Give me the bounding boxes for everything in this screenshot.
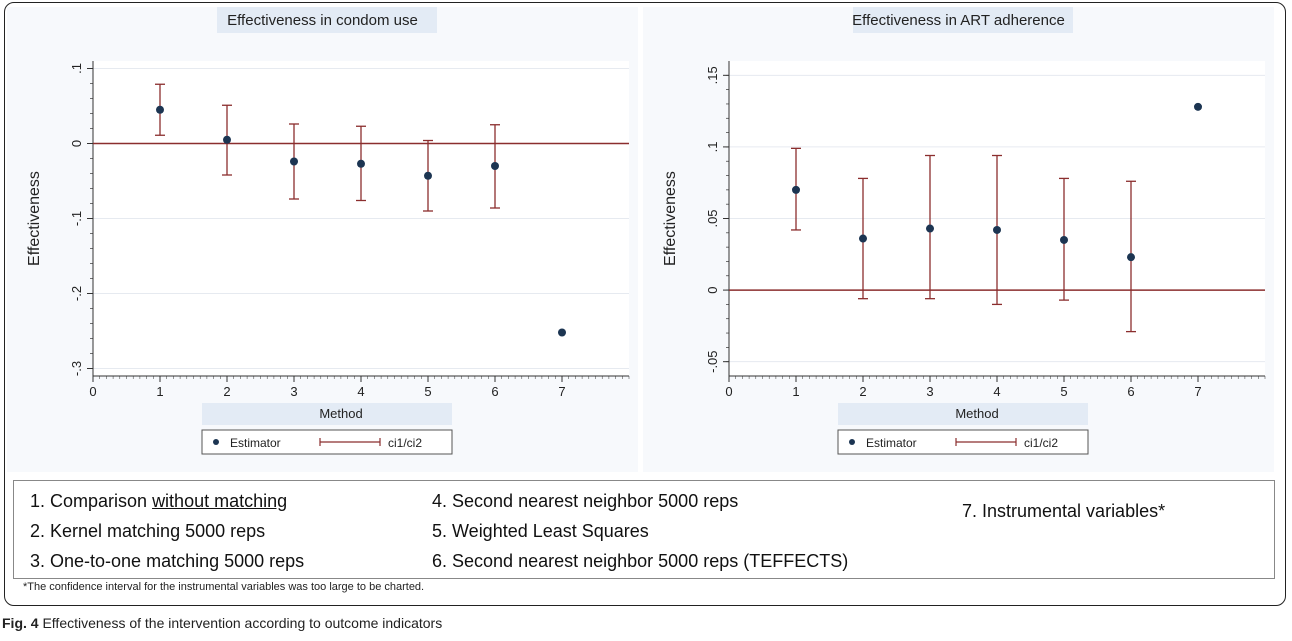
legend-estimator-marker [213,439,219,445]
x-tick-label: 7 [1194,384,1201,399]
y-tick-label: 0 [705,286,720,293]
y-tick-label: .15 [705,66,720,84]
x-tick-label: 4 [357,384,364,399]
method-item-5: 5. Weighted Least Squares [432,521,649,541]
y-tick-label: -.05 [705,350,720,372]
y-tick-label: -.1 [69,211,84,226]
chart-svg: Effectiveness in ART adherence -.05 0 .05 .1… [643,7,1274,472]
caption-label: Fig. 4 [2,615,39,631]
estimator-point [792,185,800,194]
estimator-point [558,328,566,337]
title-band [853,7,1073,33]
x-axis-label: Method [955,406,998,421]
legend-ci-label: ci1/ci2 [388,436,422,450]
x-tick-label: 3 [290,384,297,399]
estimator-point [357,159,365,168]
y-axis-label: Effectiveness [26,171,43,266]
method-item-2: 2. Kernel matching 5000 reps [30,521,266,541]
chart-svg: Effectiveness in condom use -.3 -.2 -.1 0 .1 0… [7,7,638,472]
figure-frame: Effectiveness in condom use -.3 -.2 -.1 0 .1 0… [4,2,1286,606]
x-tick-label: 4 [993,384,1000,399]
method-item-3: 3. One-to-one matching 5000 reps [30,551,305,571]
chart-panel-condom-use: Effectiveness in condom use -.3 -.2 -.1 0 .1 0… [7,7,638,472]
legend-ci-label: ci1/ci2 [1024,436,1058,450]
x-tick-label: 0 [725,384,732,399]
method-item-4: 4. Second nearest neighbor 5000 reps [432,491,739,511]
x-tick-label: 6 [1127,384,1134,399]
estimator-point [859,234,867,243]
y-tick-label: .1 [69,63,84,74]
x-tick-label: 3 [926,384,933,399]
estimator-point [1060,235,1068,244]
estimator-point [993,225,1001,234]
x-tick-label: 1 [156,384,163,399]
footnote: *The confidence interval for the instrum… [23,581,425,593]
x-tick-label: 5 [1060,384,1067,399]
legend-estimator-label: Estimator [866,436,917,450]
estimator-point [926,224,934,233]
methods-legend-box: 1. Comparison without matching 2. Kernel… [13,480,1275,579]
x-tick-label: 7 [558,384,565,399]
method-item-7: 7. Instrumental variables* [962,501,1166,521]
y-axis-label: Effectiveness [662,171,679,266]
method-item-1: 1. Comparison without matching [30,491,288,511]
x-tick-label: 0 [89,384,96,399]
x-tick-label: 1 [792,384,799,399]
x-axis-label: Method [319,406,362,421]
y-tick-label: 0 [69,140,84,147]
estimator-point [156,105,164,114]
legend-estimator-label: Estimator [230,436,281,450]
x-tick-label: 6 [491,384,498,399]
y-tick-label: -.2 [69,286,84,301]
method-item-6: 6. Second nearest neighbor 5000 reps (TE… [432,551,849,571]
xlabel-band [838,403,1088,425]
estimator-point [424,171,432,180]
chart-title: Effectiveness in ART adherence [852,12,1065,29]
estimator-point [223,135,231,144]
estimator-point [1194,102,1202,111]
x-tick-label: 5 [424,384,431,399]
y-tick-label: -.3 [69,361,84,376]
x-tick-label: 2 [223,384,230,399]
estimator-point [290,157,298,166]
y-tick-label: .05 [705,209,720,227]
xlabel-band [202,403,452,425]
figure-caption: Fig. 4 Effectiveness of the intervention… [2,615,442,631]
chart-title: Effectiveness in condom use [227,12,418,29]
estimator-point [491,162,499,170]
estimator-point [1127,253,1135,262]
legend-estimator-marker [849,439,855,445]
y-tick-label: .1 [705,141,720,152]
title-band [217,7,437,33]
caption-text: Effectiveness of the intervention accord… [38,615,443,631]
x-tick-label: 2 [859,384,866,399]
chart-panel-art-adherence: Effectiveness in ART adherence -.05 0 .05 .1… [643,7,1274,472]
